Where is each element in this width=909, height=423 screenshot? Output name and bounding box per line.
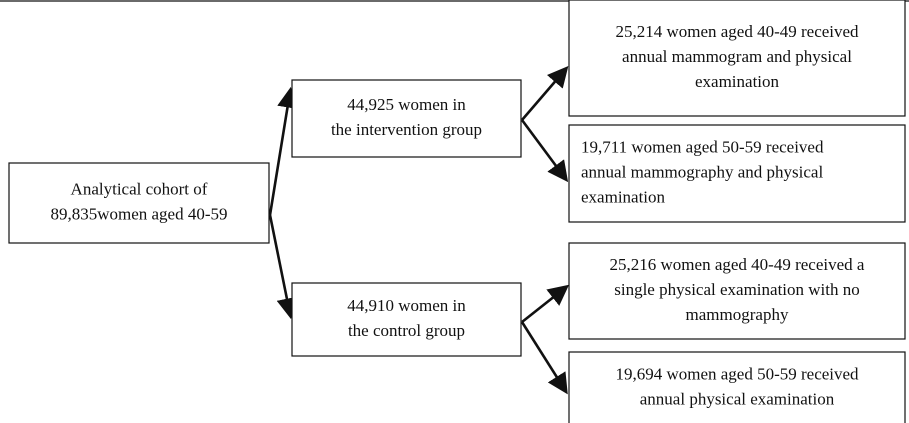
arrow: [521, 284, 570, 324]
arrow: [268, 214, 298, 320]
box-text: annual mammography and physical: [581, 162, 823, 181]
box-text: annual mammogram and physical: [622, 47, 852, 66]
box-text: 44,910 women in: [347, 296, 466, 315]
box: [8, 162, 270, 244]
box-text: 25,216 women aged 40-49 received a: [610, 255, 865, 274]
box-text: single physical examination with no: [614, 280, 860, 299]
box: [568, 351, 906, 423]
box: [568, 0, 906, 117]
box-text: annual physical examination: [640, 389, 835, 408]
box-text: 44,925 women in: [347, 95, 466, 114]
box: [291, 282, 522, 357]
box-text: 19,711 women aged 50-59 received: [581, 137, 824, 156]
box-text: 89,835women aged 40-59: [50, 204, 227, 223]
arrow: [521, 66, 569, 121]
box-text: 25,214 women aged 40-49 received: [615, 22, 859, 41]
box-text: the control group: [348, 321, 465, 340]
arrow: [268, 86, 298, 216]
box: [568, 124, 906, 223]
box-text: 19,694 women aged 50-59 received: [615, 364, 859, 383]
arrow: [520, 321, 568, 395]
box-text: mammography: [686, 305, 789, 324]
box-text: examination: [695, 72, 780, 91]
arrow: [520, 119, 569, 183]
box-text: the intervention group: [331, 120, 482, 139]
box-text: Analytical cohort of: [71, 179, 208, 198]
box: [291, 79, 522, 158]
box-text: examination: [581, 187, 666, 206]
box: [568, 242, 906, 340]
